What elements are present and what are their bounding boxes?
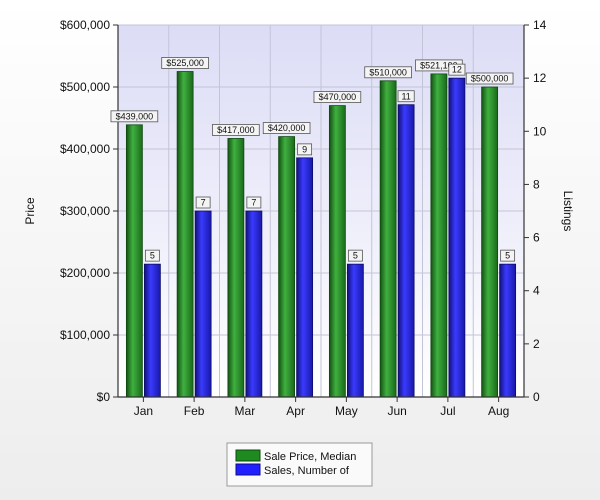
data-label-sale-price-text: $417,000 bbox=[217, 125, 255, 135]
data-label-sales-number-text: 9 bbox=[302, 144, 307, 154]
data-label-sales-number-text: 11 bbox=[401, 91, 410, 101]
y-tick-label-right: 8 bbox=[533, 177, 540, 191]
data-label-sales-number-box bbox=[448, 63, 466, 76]
data-label-sales-number-box bbox=[500, 249, 516, 262]
y-tick-label-left: $200,000 bbox=[60, 266, 110, 280]
data-label-sale-price-box bbox=[465, 72, 514, 85]
data-label-sale-price: $439,000 bbox=[110, 110, 159, 123]
bar-sale-price bbox=[430, 73, 448, 398]
data-label-sale-price-text: $420,000 bbox=[268, 123, 306, 133]
x-tick-label: Apr bbox=[286, 404, 305, 418]
y-axis-title-left: Price bbox=[23, 197, 37, 225]
data-label-sales-number-text: 12 bbox=[452, 65, 462, 75]
bar-sale-price bbox=[328, 105, 346, 398]
x-tick-label: Jul bbox=[440, 404, 455, 418]
bar-sale-price bbox=[481, 86, 499, 398]
y-tick-label-left: $0 bbox=[97, 390, 111, 404]
data-label-sales-number: 5 bbox=[500, 249, 516, 262]
data-label-sale-price-box bbox=[262, 122, 311, 134]
y-axis-right-ticks: 0 2 4 6 8 10 12 14 bbox=[524, 18, 547, 404]
y-tick-label-right: 2 bbox=[533, 337, 540, 351]
data-label-sales-number: 7 bbox=[246, 196, 262, 209]
data-label-sales-number: 7 bbox=[195, 196, 211, 209]
data-label-sales-number: 12 bbox=[448, 63, 466, 76]
x-tick-label: Jun bbox=[387, 404, 406, 418]
data-label-sales-number-text: 7 bbox=[201, 198, 206, 208]
x-tick-label: Mar bbox=[235, 404, 256, 418]
data-label-sale-price: $420,000 bbox=[262, 122, 311, 134]
data-label-sales-number: 9 bbox=[297, 143, 313, 156]
data-label-sales-number: 5 bbox=[347, 249, 363, 262]
data-label-sale-price-text: $510,000 bbox=[369, 67, 407, 77]
legend-swatch-sale-price bbox=[235, 449, 261, 462]
data-label-sale-price-text: $521,100 bbox=[420, 61, 458, 71]
x-tick-label: Jan bbox=[134, 404, 153, 418]
bar-sales-number bbox=[245, 210, 263, 398]
data-label-sale-price-text: $470,000 bbox=[319, 92, 357, 102]
legend: Sale Price, Median Sales, Number of bbox=[226, 442, 373, 487]
data-label-sales-number-box bbox=[144, 249, 160, 262]
y-tick-label-left: $500,000 bbox=[60, 80, 110, 94]
bar-sale-price bbox=[125, 124, 143, 398]
y-tick-label-left: $400,000 bbox=[60, 142, 110, 156]
y-axis-left-ticks: $0 $100,000 $200,000 $300,000 $400,000 $500,0… bbox=[60, 18, 118, 404]
legend-label-sales-number: Sales, Number of bbox=[264, 465, 350, 477]
x-axis-ticks: Jan Feb Mar Apr May Jun Jul Aug bbox=[134, 397, 509, 418]
data-label-sale-price-box bbox=[364, 66, 412, 79]
x-tick-label: May bbox=[335, 404, 358, 418]
data-label-sale-price: $500,000 bbox=[465, 72, 514, 85]
data-label-sale-price-box bbox=[313, 91, 362, 103]
data-label-sale-price: $510,000 bbox=[364, 66, 412, 79]
data-labels: $439,000 5 $525,000 7 $417,000 7 $420,000 9 $470… bbox=[110, 57, 516, 262]
data-label-sale-price: $470,000 bbox=[313, 91, 362, 103]
x-tick-label: Feb bbox=[184, 404, 205, 418]
bar-sales-number bbox=[143, 263, 161, 398]
data-label-sale-price: $525,000 bbox=[161, 57, 209, 69]
data-label-sales-number: 5 bbox=[144, 249, 160, 262]
data-label-sales-number-box bbox=[195, 196, 211, 209]
x-tick-label: Aug bbox=[488, 404, 509, 418]
y-tick-label-left: $600,000 bbox=[60, 18, 110, 32]
y-tick-label-right: 12 bbox=[533, 71, 547, 85]
data-label-sales-number-text: 5 bbox=[150, 251, 155, 261]
data-label-sales-number-text: 5 bbox=[353, 251, 358, 261]
y-tick-label-right: 14 bbox=[533, 18, 547, 32]
bar-sale-price bbox=[379, 80, 397, 398]
bar-sales-number bbox=[397, 104, 415, 398]
bar-sales-number bbox=[296, 157, 314, 398]
data-label-sales-number-box bbox=[397, 90, 415, 103]
data-label-sales-number-box bbox=[246, 196, 262, 209]
y-tick-label-left: $100,000 bbox=[60, 328, 110, 342]
bar-sales-number bbox=[499, 263, 517, 398]
data-label-sale-price-text: $525,000 bbox=[166, 58, 204, 68]
bar-sale-price bbox=[176, 71, 194, 398]
data-label-sales-number-text: 5 bbox=[505, 251, 510, 261]
y-axis-title-right: Listings bbox=[561, 191, 575, 232]
data-label-sale-price-text: $500,000 bbox=[471, 74, 509, 84]
bar-sale-price bbox=[278, 136, 296, 398]
bar-sale-price bbox=[227, 138, 245, 398]
data-label-sale-price-text: $439,000 bbox=[116, 111, 154, 121]
bar-sales-number bbox=[448, 77, 466, 398]
y-tick-label-left: $300,000 bbox=[60, 204, 110, 218]
bar-sales-number bbox=[346, 263, 364, 398]
data-label-sales-number-text: 7 bbox=[251, 198, 256, 208]
y-tick-label-right: 0 bbox=[533, 390, 540, 404]
data-label-sale-price: $417,000 bbox=[212, 124, 260, 136]
data-label-sales-number-box bbox=[297, 143, 313, 156]
y-tick-label-right: 4 bbox=[533, 284, 540, 298]
y-tick-label-right: 6 bbox=[533, 231, 540, 245]
bar-sales-number bbox=[194, 210, 212, 398]
data-label-sale-price-box bbox=[212, 124, 260, 136]
legend-swatch-sales-number bbox=[235, 463, 261, 476]
y-tick-label-right: 10 bbox=[533, 124, 547, 138]
data-label-sale-price-box bbox=[110, 110, 159, 123]
data-label-sales-number-box bbox=[347, 249, 363, 262]
bars bbox=[125, 71, 517, 398]
data-label-sales-number: 11 bbox=[397, 90, 415, 103]
data-label-sale-price-box bbox=[161, 57, 209, 69]
legend-label-sale-price: Sale Price, Median bbox=[264, 451, 356, 463]
